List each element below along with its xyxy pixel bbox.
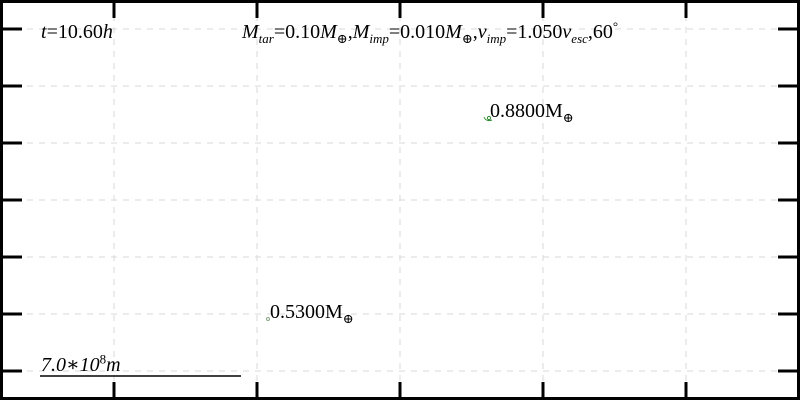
- grid-lines: [3, 3, 797, 397]
- earth-symbol: ⊕: [562, 110, 574, 125]
- scale-bar-label: 7.0∗108m: [41, 352, 121, 376]
- earth-symbol: ⊕: [342, 311, 354, 326]
- params-label: Mtar=0.10M⊕,Mimp=0.010M⊕,vimp=1.050vesc,…: [242, 19, 618, 45]
- v-esc-subscript: esc: [571, 31, 588, 46]
- scale-base: 10: [79, 354, 100, 376]
- body-2-mass-label: 0.5300M⊕: [270, 301, 354, 325]
- comma: ,: [347, 21, 353, 43]
- m-tar-earth-m: M: [320, 21, 337, 43]
- m-tar-subscript: tar: [258, 31, 274, 46]
- body-1-particles: [483, 115, 493, 122]
- body-2-mass-value: 0.5300: [270, 301, 325, 323]
- v-esc-symbol: v: [562, 21, 572, 43]
- earth-symbol: ⊕: [461, 31, 473, 46]
- impact-angle: 60: [592, 21, 613, 43]
- time-var: t: [41, 21, 47, 43]
- m-imp-subscript: imp: [369, 31, 389, 46]
- time-unit: h: [102, 21, 113, 43]
- time-value: 10.60: [57, 21, 103, 43]
- m-imp-earth-m: M: [445, 21, 462, 43]
- earth-symbol: ⊕: [336, 31, 348, 46]
- v-imp-subscript: imp: [486, 31, 507, 46]
- scale-exponent: 8: [99, 351, 107, 367]
- time-eq: =: [46, 21, 58, 43]
- v-imp-value: =1.050: [506, 21, 563, 43]
- degree-symbol: °: [612, 18, 619, 34]
- comma: ,: [587, 21, 593, 43]
- scale-times: ∗: [66, 354, 80, 376]
- m-tar-value: =0.10: [273, 21, 321, 43]
- body-1-mass-unit: M: [545, 100, 563, 122]
- m-imp-symbol: M: [352, 21, 370, 43]
- comma: ,: [472, 21, 478, 43]
- body-2-mass-unit: M: [325, 301, 343, 323]
- scale-unit: m: [106, 354, 121, 376]
- body-1-mass-label: 0.8800M⊕: [490, 100, 574, 124]
- time-label: t=10.60h: [41, 22, 113, 42]
- v-imp-symbol: v: [477, 21, 487, 43]
- m-tar-symbol: M: [242, 21, 259, 43]
- scale-mantissa: 7.0: [41, 354, 66, 376]
- body-2-particles: [266, 317, 270, 321]
- m-imp-value: =0.010: [388, 21, 446, 43]
- body-1-mass-value: 0.8800: [490, 100, 545, 122]
